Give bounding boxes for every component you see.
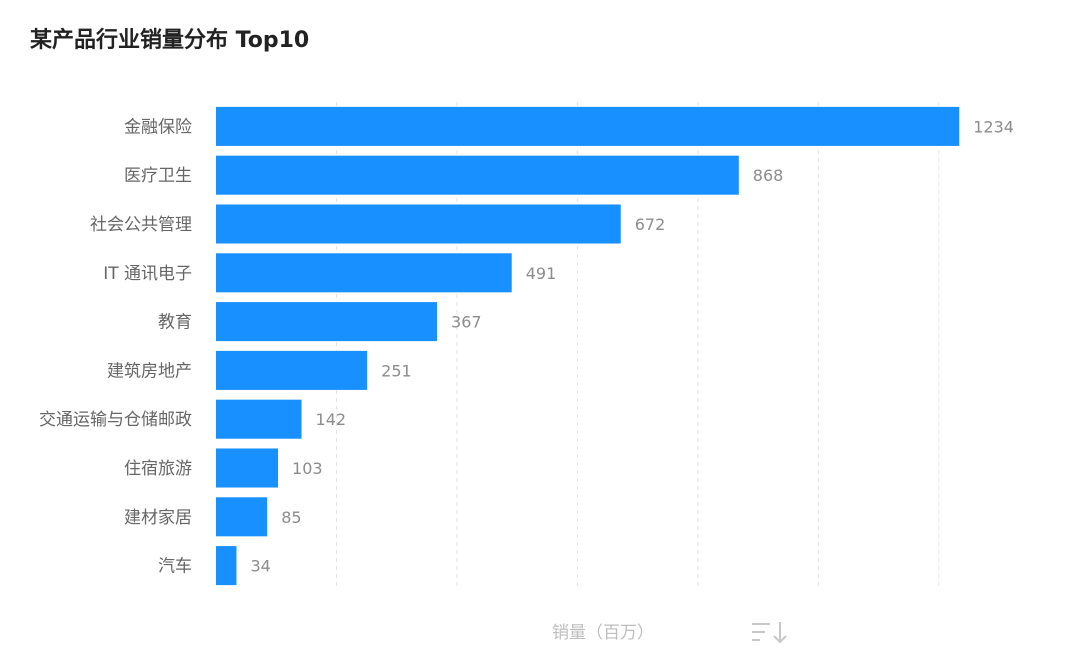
bar[interactable] [216,302,438,342]
value-labels: 1234 868 672 491 367 251 142 103 85 34 [250,117,1013,575]
bar[interactable] [216,204,621,244]
bar[interactable] [216,155,739,195]
category-label: 社会公共管理 [90,215,192,235]
category-label: 汽车 [158,557,192,577]
bar[interactable] [216,546,237,586]
bar[interactable] [216,253,512,293]
category-label: 医疗卫生 [124,166,192,186]
bars [216,106,960,586]
value-label: 142 [316,410,347,429]
value-label: 34 [250,557,270,576]
category-label: 金融保险 [124,117,192,137]
category-label: IT 通讯电子 [103,264,192,284]
value-label: 85 [281,508,301,527]
bar[interactable] [216,497,268,537]
value-label: 491 [526,264,557,283]
category-label: 交通运输与仓储邮政 [39,410,192,430]
value-label: 367 [451,313,482,332]
bar[interactable] [216,399,302,439]
bar[interactable] [216,106,960,146]
category-label: 住宿旅游 [124,459,192,479]
category-label: 教育 [158,313,192,333]
category-label: 建材家居 [124,508,192,528]
category-label: 建筑房地产 [107,361,192,381]
value-label: 103 [292,459,323,478]
bar[interactable] [216,350,368,390]
sort-descending-icon[interactable] [750,620,790,646]
chart-title: 某产品行业销量分布 Top10 [30,28,310,53]
bar[interactable] [216,448,279,488]
value-label: 672 [635,215,666,234]
value-label: 868 [753,166,784,185]
value-label: 251 [381,361,412,380]
x-axis-label: 销量（百万） [552,623,654,643]
value-label: 1234 [973,117,1014,136]
